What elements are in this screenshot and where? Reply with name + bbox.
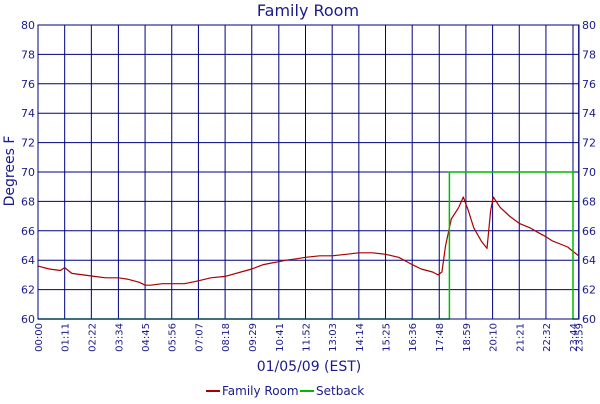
- y-tick-label-left: 72: [21, 137, 35, 150]
- x-axis-label: 01/05/09 (EST): [257, 359, 362, 375]
- y-tick-label-left: 80: [21, 19, 35, 32]
- y-tick-label-left: 60: [21, 313, 35, 326]
- y-tick-label-right: 76: [582, 78, 596, 91]
- y-tick-label-left: 74: [21, 107, 35, 120]
- x-tick-label: 21:21: [515, 323, 526, 352]
- x-tick-label: 04:45: [141, 323, 152, 352]
- y-tick-label-right: 74: [582, 107, 596, 120]
- y-tick-label-right: 78: [582, 48, 596, 61]
- x-tick-label: 03:34: [114, 323, 125, 352]
- x-tick-label: 11:52: [301, 323, 312, 352]
- y-axis-left: 60 62 64 66 68 70 72 74 76 78 80: [21, 19, 35, 326]
- x-tick-label: 13:03: [328, 323, 339, 352]
- y-tick-label-right: 68: [582, 195, 596, 208]
- x-tick-label: 20:10: [489, 323, 500, 352]
- y-tick-label-right: 80: [582, 19, 596, 32]
- series-line-family-room: [37, 196, 579, 286]
- x-tick-label: 15:25: [382, 323, 393, 352]
- x-tick-label: 22:32: [542, 323, 553, 352]
- x-tick-label: 10:41: [275, 323, 286, 352]
- y-tick-label-left: 66: [21, 225, 35, 238]
- legend-label: Setback: [316, 384, 364, 398]
- legend-label: Family Room: [222, 384, 299, 398]
- x-tick-label: 02:22: [87, 323, 98, 352]
- x-axis: 00:00 01:11 02:22 03:34 04:45 05:56 07:07 08:18…: [34, 323, 586, 352]
- x-tick-label: 14:14: [355, 323, 366, 352]
- y-tick-label-left: 76: [21, 78, 35, 91]
- x-tick-label: 00:00: [34, 323, 45, 352]
- y-tick-label-right: 72: [582, 137, 596, 150]
- y-tick-label-left: 68: [21, 195, 35, 208]
- y-tick-label-right: 62: [582, 284, 596, 297]
- x-tick-label: 07:07: [194, 323, 205, 352]
- y-axis-label: Degrees F: [2, 136, 18, 207]
- x-tick-label: 05:56: [168, 323, 179, 352]
- plot-frame: [37, 24, 580, 320]
- x-tick-label: 17:48: [435, 323, 446, 352]
- legend: Family Room Setback: [206, 384, 364, 398]
- x-tick-label: 01:11: [61, 323, 72, 352]
- y-tick-label-left: 62: [21, 284, 35, 297]
- y-tick-label-right: 66: [582, 225, 596, 238]
- y-tick-label-right: 70: [582, 166, 596, 179]
- x-tick-label: 16:36: [408, 323, 419, 352]
- chart-title: Family Room: [257, 1, 359, 20]
- y-tick-label-right: 60: [582, 313, 596, 326]
- y-tick-label-left: 70: [21, 166, 35, 179]
- y-axis-right: 60 62 64 66 68 70 72 74 76 78 80: [582, 19, 596, 326]
- x-tick-label: 09:29: [248, 323, 259, 352]
- x-tick-label: 18:59: [462, 323, 473, 352]
- y-tick-label-right: 64: [582, 254, 596, 267]
- x-tick-label: 23:59: [575, 323, 586, 352]
- y-tick-label-left: 64: [21, 254, 35, 267]
- x-tick-label: 23:44: [569, 323, 580, 352]
- x-tick-label: 08:18: [221, 323, 232, 352]
- y-tick-label-left: 78: [21, 48, 35, 61]
